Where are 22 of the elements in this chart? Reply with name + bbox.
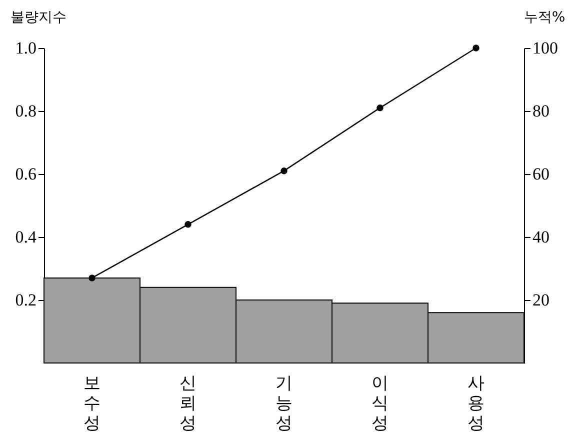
- y2-tick-label: 80: [532, 102, 550, 120]
- x-tick-label: 이식성: [372, 374, 388, 434]
- point: [472, 44, 480, 52]
- y2-axis-title: 누적%: [524, 10, 566, 26]
- x-tick-label: 사용성: [468, 374, 484, 434]
- y-tick-label: 0.6: [15, 164, 36, 184]
- y-tick-label: 0.4: [15, 228, 37, 246]
- x-tick-label: 신뢰성: [180, 374, 196, 434]
- y-tick-label: 0.8: [15, 102, 36, 120]
- y2-tick-label: 100: [532, 38, 558, 58]
- point: [280, 168, 288, 174]
- y-tick-label: 0.2: [15, 290, 36, 310]
- x-tick-label: 보수성: [84, 374, 100, 434]
- point: [88, 274, 96, 282]
- x-tick-label: 기능성: [276, 374, 292, 434]
- y-tick-label: 1.0: [15, 38, 36, 58]
- y2-tick-label: 40: [532, 228, 550, 246]
- y2-tick-label: 20: [532, 290, 550, 310]
- point: [184, 221, 192, 228]
- point: [376, 104, 384, 112]
- y2-tick-label: 60: [532, 164, 550, 184]
- y-axis-title: 불량지수: [10, 10, 66, 26]
